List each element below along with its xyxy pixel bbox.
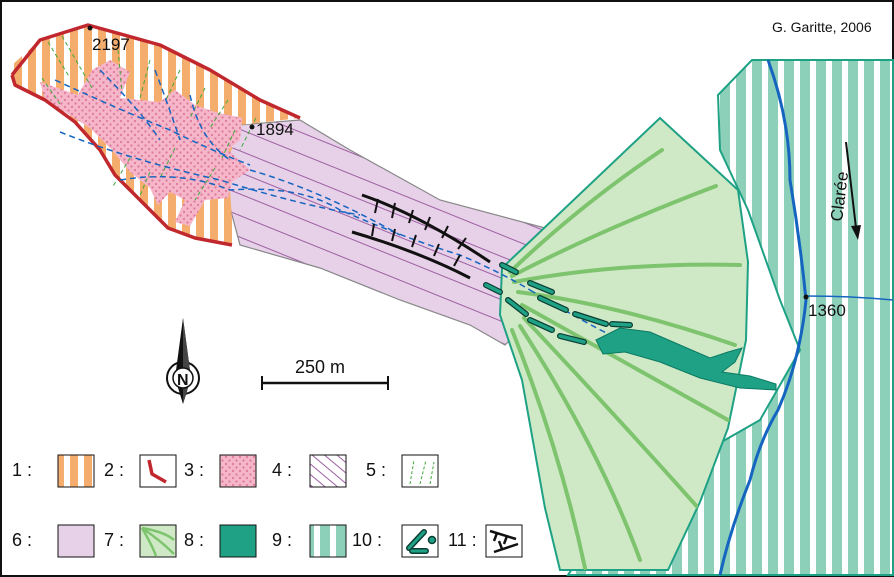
legend: 1 : 2 : 3 : 4 : 5 : 6 : 7 : 8 : 9 : 10 : [12, 454, 523, 558]
north-arrow-icon: N [166, 318, 200, 404]
scale-bar [261, 376, 389, 390]
fan-ridges [508, 148, 742, 570]
legend-swatch-3 [219, 454, 257, 488]
legend-num-1: 1 : [12, 460, 32, 480]
elevation-point-1360 [803, 294, 809, 300]
legend-ridge-icon [140, 526, 175, 557]
legend-num-3: 3 : [184, 460, 204, 480]
legend-num-10: 10 : [352, 530, 382, 550]
flow-direction-arrow [845, 141, 861, 240]
head-scarp-unit-2 [10, 74, 233, 247]
gully-zone-unit-3 [40, 60, 250, 226]
legend-num-9: 9 : [272, 530, 292, 550]
north-label: N [177, 372, 189, 389]
legend-num-5: 5 : [366, 460, 386, 480]
legend-swatch-1 [57, 454, 95, 488]
legend-num-7: 7 : [104, 530, 124, 550]
scarp-ticks [371, 198, 467, 267]
recent-deposit-unit-8 [595, 327, 777, 391]
head-scarp-unit-2-top [10, 23, 301, 120]
legend-swatch-6 [57, 524, 95, 558]
elevation-label-1360: 1360 [808, 301, 846, 320]
legend-num-6: 6 : [12, 530, 32, 550]
legend-levee-icon [406, 529, 437, 554]
tributary-stream [805, 295, 894, 301]
rill-lines-unit-5 [41, 35, 257, 201]
elevation-label-1894: 1894 [256, 120, 294, 139]
legend-swatch-9 [309, 524, 347, 558]
legend-num-4: 4 : [272, 460, 292, 480]
legend-swatch-2 [139, 454, 177, 488]
internal-scarps-unit-11 [351, 193, 491, 280]
credit-text: G. Garitte, 2006 [772, 19, 872, 35]
legend-num-11: 11 : [448, 530, 477, 550]
elevation-point-2197 [87, 25, 93, 31]
legend-rill-icon [409, 459, 435, 485]
legend-black-scarp-icon [489, 529, 519, 554]
legend-scarp-icon [147, 459, 167, 484]
claree-river [718, 59, 808, 576]
levees-fill [484, 263, 632, 344]
valley-floor-unit-9 [566, 59, 894, 576]
elevation-label-2197: 2197 [92, 35, 130, 54]
legend-swatch-8 [219, 524, 257, 558]
legend-num-2: 2 : [104, 460, 124, 480]
legend-swatch-4 [309, 454, 347, 488]
elevation-point-1894 [249, 124, 255, 130]
legend-swatch-5 [401, 454, 439, 488]
legend-num-8: 8 : [184, 530, 204, 550]
scale-label: 250 m [295, 357, 345, 377]
